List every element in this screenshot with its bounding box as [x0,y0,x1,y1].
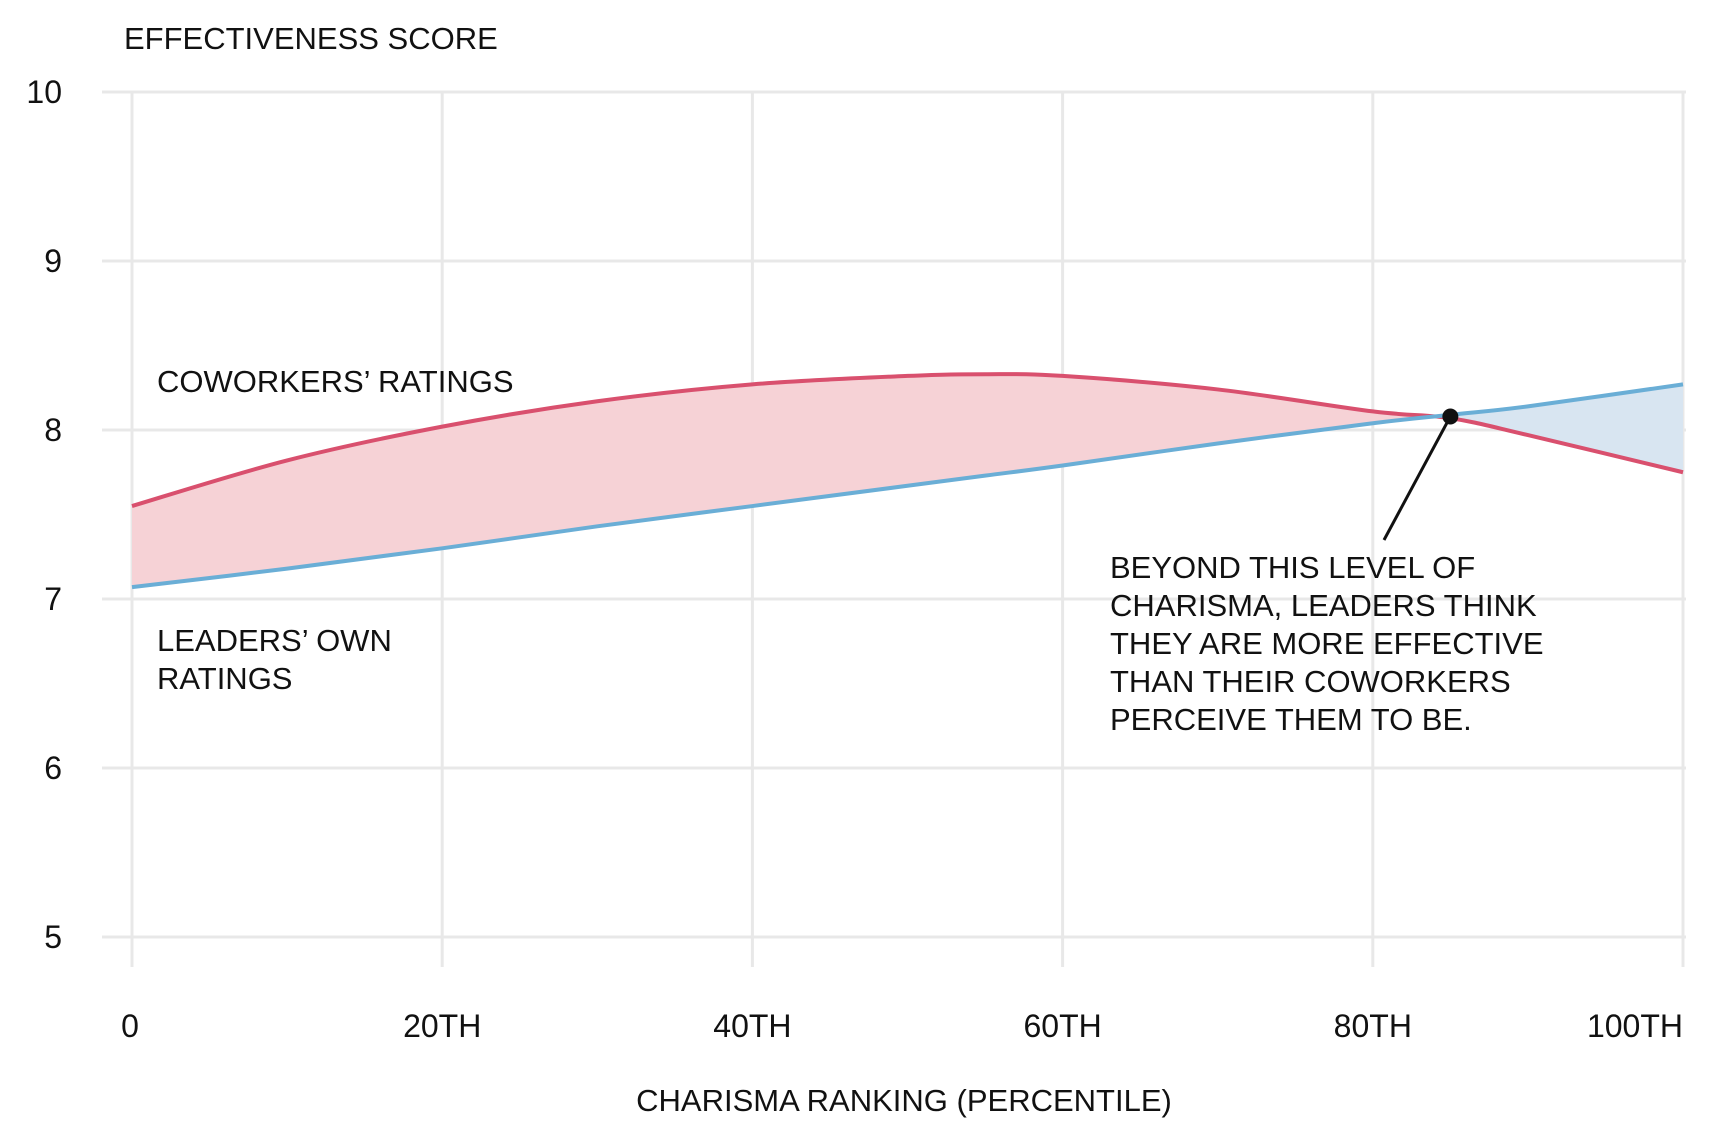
intersection-point [1442,408,1459,425]
x-tick-labels: 0 20TH 40TH 60TH 80TH 100TH [121,1008,1683,1044]
coworkers-label: COWORKERS’ RATINGS [157,364,514,399]
x-tick-label: 0 [121,1008,139,1044]
y-tick-label: 6 [44,750,62,786]
annotation-text-line: PERCEIVE THEM TO BE. [1110,702,1472,737]
annotation-text-line: BEYOND THIS LEVEL OF [1110,550,1475,585]
leaders-gap-fill [1450,384,1683,473]
gap-fills [132,374,1683,588]
y-tick-label: 10 [26,74,62,110]
y-tick-label: 9 [44,243,62,279]
annotation-text-line: CHARISMA, LEADERS THINK [1110,588,1537,623]
x-tick-label: 100TH [1587,1008,1683,1044]
x-axis-title: CHARISMA RANKING (PERCENTILE) [636,1083,1172,1118]
x-tick-label: 20TH [403,1008,481,1044]
y-tick-label: 7 [44,581,62,617]
y-axis-title: EFFECTIVENESS SCORE [124,21,498,56]
coworkers-gap-fill [132,374,1451,588]
gridlines [102,90,1686,967]
y-tick-labels: 5 6 7 8 9 10 [26,74,62,955]
x-tick-label: 40TH [713,1008,791,1044]
annotation-pointer-line [1382,415,1452,541]
y-tick-label: 8 [44,412,62,448]
leaders-label: RATINGS [157,661,293,696]
x-tick-label: 80TH [1334,1008,1412,1044]
y-tick-label: 5 [44,919,62,955]
annotation-text-line: THEY ARE MORE EFFECTIVE [1110,626,1544,661]
annotation-text-line: THAN THEIR COWORKERS [1110,664,1511,699]
x-tick-label: 60TH [1023,1008,1101,1044]
leaders-label: LEADERS’ OWN [157,623,392,658]
